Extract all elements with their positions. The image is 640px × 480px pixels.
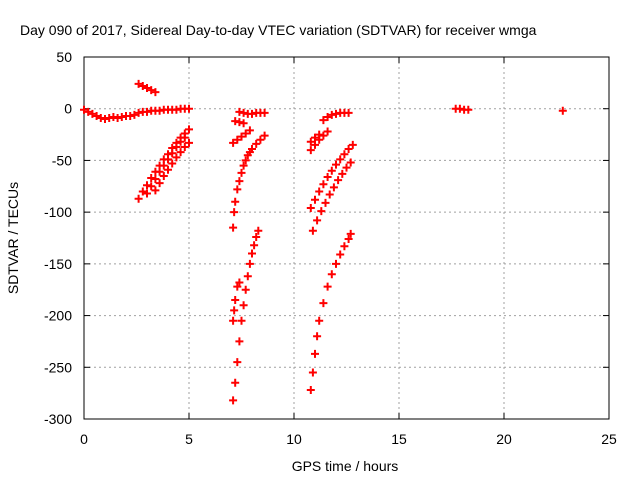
x-tick-label: 15 [391, 431, 407, 447]
x-tick-label: 10 [286, 431, 302, 447]
x-tick-label: 20 [496, 431, 512, 447]
y-axis-label: SDTVAR / TECUs [5, 182, 21, 294]
y-tick-label: -50 [52, 152, 72, 168]
y-tick-label: -200 [44, 308, 72, 324]
x-tick-label: 25 [601, 431, 617, 447]
x-tick-label: 5 [185, 431, 193, 447]
y-tick-label: 0 [64, 101, 72, 117]
chart-title: Day 090 of 2017, Sidereal Day-to-day VTE… [20, 22, 537, 38]
y-tick-label: -300 [44, 411, 72, 427]
y-tick-label: -250 [44, 359, 72, 375]
y-tick-label: -150 [44, 256, 72, 272]
x-tick-label: 0 [80, 431, 88, 447]
y-tick-label: 50 [56, 49, 72, 65]
y-tick-label: -100 [44, 204, 72, 220]
x-axis-label: GPS time / hours [292, 458, 399, 474]
